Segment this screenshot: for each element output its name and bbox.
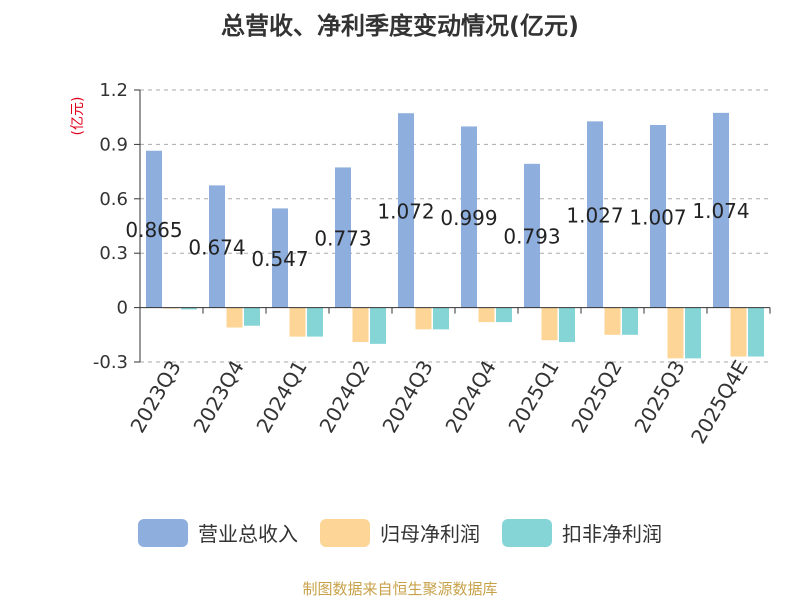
bar-chart: -0.3 0 0.3 0.6 0.9 1.2 (亿元) 0.865 2023Q3 0.674 202… [70,80,771,448]
legend-item[interactable]: 归母净利润 [320,518,480,547]
x-tick-label: 2023Q3 [125,356,185,437]
bar-归母净利润-2025Q4E [730,307,747,357]
x-tick-label: 2024Q3 [377,356,437,437]
data-label: 1.072 [377,199,434,223]
legend-label: 归母净利润 [380,522,480,546]
bar-营业总收入-2025Q2 [587,121,603,308]
bar-营业总收入-2025Q3 [650,124,666,308]
legend-swatch [320,518,370,547]
bar-扣非净利润-2023Q4 [244,307,260,326]
bar-扣非净利润-2024Q2 [370,307,386,344]
y-tick-label: 1.2 [99,80,128,101]
source-note: 制图数据来自恒生聚源数据库 [302,580,498,598]
bar-营业总收入-2023Q4 [209,185,225,308]
data-label: 1.027 [566,203,623,227]
data-label: 0.773 [314,227,371,251]
bar-扣非净利润-2023Q3 [181,307,197,310]
legend-item[interactable]: 扣非净利润 [502,518,662,547]
bars [146,112,764,359]
bar-归母净利润-2023Q4 [226,307,243,328]
bar-营业总收入-2024Q4 [461,126,477,308]
y-tick-label: 0.3 [99,243,128,264]
bar-归母净利润-2025Q2 [604,307,621,335]
axes [134,89,771,363]
bar-扣非净利润-2024Q4 [496,307,512,323]
x-tick-label: 2024Q4 [440,356,500,437]
bar-扣非净利润-2024Q1 [307,307,323,337]
legend-label: 扣非净利润 [562,522,662,546]
x-tick-label: 2024Q2 [314,356,374,437]
bar-营业总收入-2024Q3 [398,113,414,308]
bar-营业总收入-2025Q1 [524,163,540,308]
bar-扣非净利润-2025Q2 [622,307,638,335]
data-label: 0.674 [188,235,245,259]
data-label: 0.547 [251,247,308,271]
y-tick-label: 0 [117,298,128,319]
legend-swatch [138,518,188,547]
bar-营业总收入-2024Q1 [272,208,288,308]
y-axis-unit: (亿元) [70,97,86,136]
bar-扣非净利润-2024Q3 [433,307,449,330]
bar-归母净利润-2024Q1 [289,307,306,337]
y-tick-label: -0.3 [93,352,128,373]
bar-扣非净利润-2025Q4E [748,307,764,357]
data-label: 0.793 [503,225,560,249]
data-label: 1.074 [692,199,749,223]
x-tick-label: 2025Q3 [629,356,689,437]
legend-label: 营业总收入 [198,522,298,546]
grid-lines [140,89,770,363]
y-tick-label: 0.9 [99,134,128,155]
data-label: 0.999 [440,206,497,230]
bar-归母净利润-2024Q3 [415,307,432,330]
x-tick-label: 2024Q1 [251,356,311,437]
bar-扣非净利润-2025Q1 [559,307,575,343]
legend-swatch [502,518,552,547]
bar-归母净利润-2025Q3 [667,307,684,359]
bar-营业总收入-2025Q4E [713,112,729,308]
x-tick-label: 2025Q1 [503,356,563,437]
bar-归母净利润-2024Q4 [478,307,495,323]
data-label: 0.865 [125,218,182,242]
bar-归母净利润-2025Q1 [541,307,558,341]
chart-title: 总营收、净利季度变动情况(亿元) [221,12,579,40]
x-tick-label: 2023Q4 [188,356,248,437]
bar-扣非净利润-2025Q3 [685,307,701,359]
bar-营业总收入-2024Q2 [335,167,351,308]
x-tick-label: 2025Q2 [566,356,626,437]
legend-item[interactable]: 营业总收入 [138,518,298,547]
data-label: 1.007 [629,205,686,229]
legend: 营业总收入 归母净利润 扣非净利润 [0,518,800,547]
bar-归母净利润-2024Q2 [352,307,369,343]
y-tick-label: 0.6 [99,189,128,210]
x-tick-label: 2025Q4E [686,356,753,448]
bar-营业总收入-2023Q3 [146,150,162,308]
